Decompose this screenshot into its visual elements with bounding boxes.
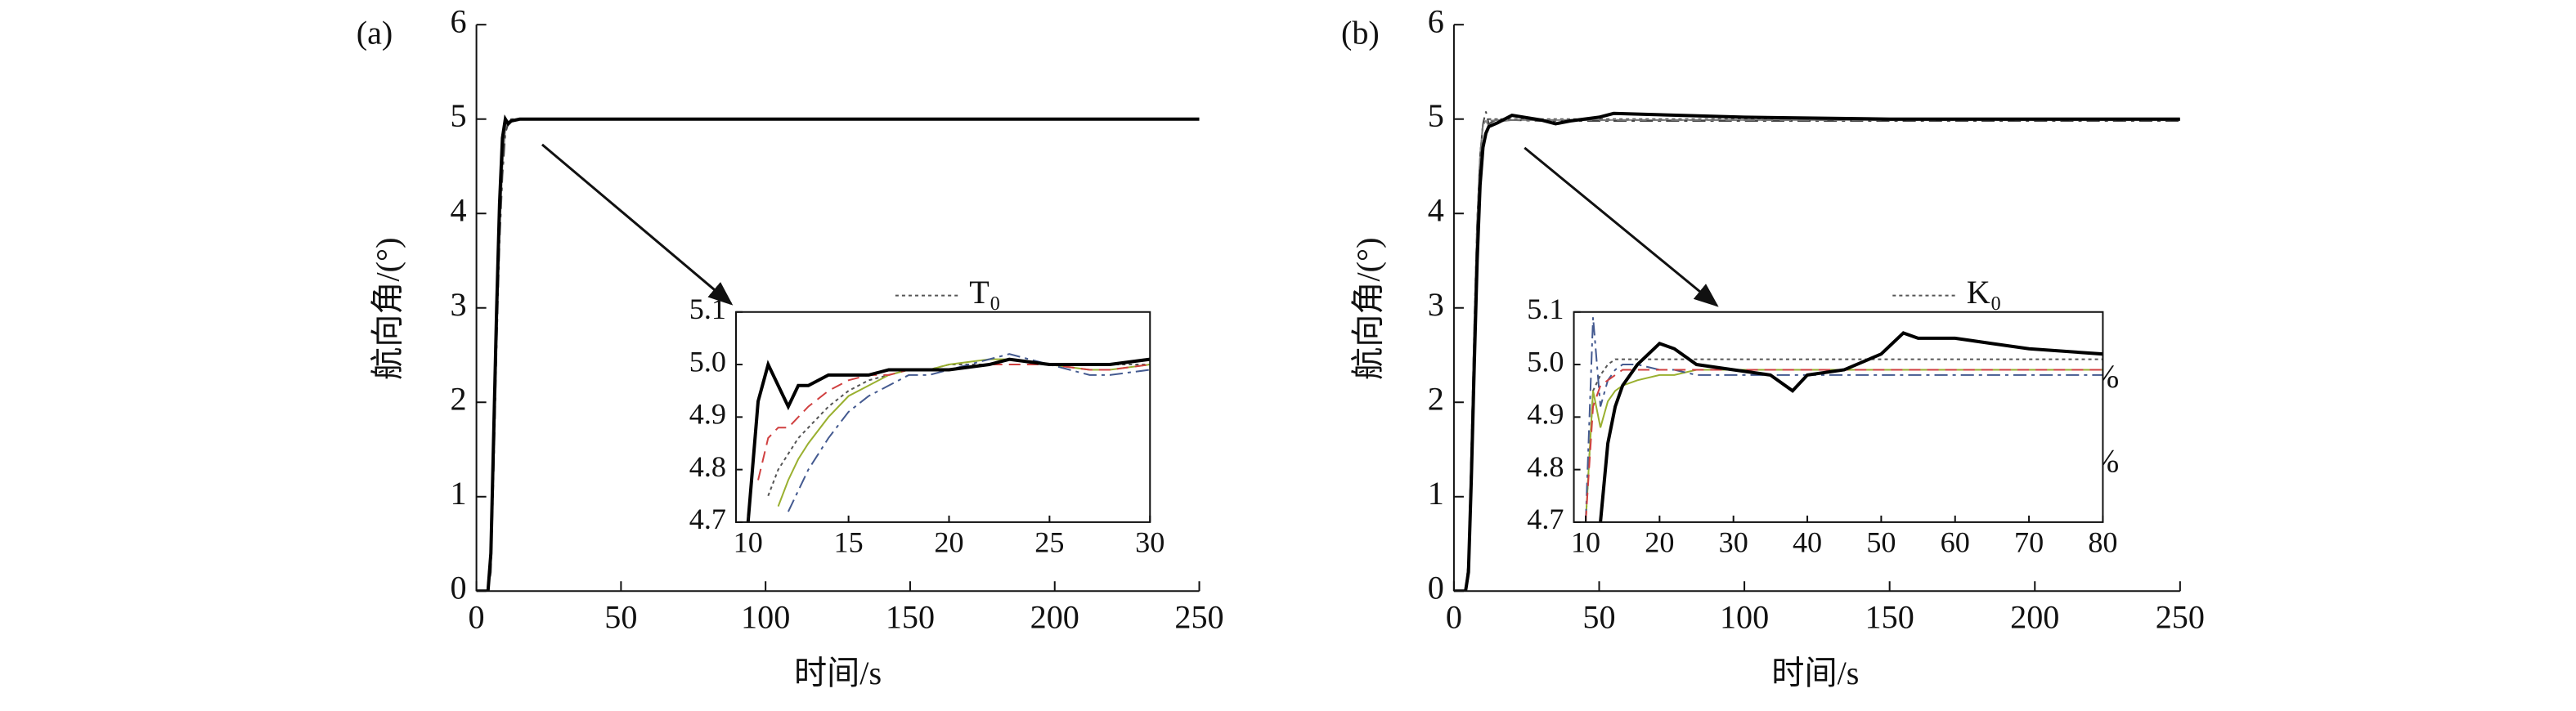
x-tick-label: 10: [1571, 525, 1600, 558]
y-axis-label: 航向角/(°): [369, 238, 406, 380]
series-line: [476, 114, 1200, 592]
series-line: [1585, 317, 2103, 522]
zoom-arrow: [1524, 146, 1719, 307]
x-tick-label: 20: [934, 525, 963, 558]
y-tick-label: 4.7: [689, 503, 726, 535]
y-tick-label: 3: [1428, 286, 1444, 323]
x-tick-label: 100: [1720, 599, 1769, 636]
y-tick-label: 1: [450, 475, 466, 512]
series-line: [1453, 111, 2180, 592]
inset: 4.7 4.8 4.9 5.0 5.1 10 20 30 40 50 60 70 80: [1527, 293, 2117, 558]
series-line: [1453, 118, 2180, 592]
y-tick-label: 5.0: [1527, 345, 1564, 378]
y-tick-label: 1: [1428, 475, 1444, 512]
y-tick-label: 5.1: [1527, 293, 1564, 325]
inset-background: [736, 311, 1151, 522]
x-tick-label: 25: [1034, 525, 1064, 558]
x-tick-label: 0: [469, 599, 485, 636]
x-tick-label: 30: [1135, 525, 1165, 558]
y-tick-label: 4.9: [689, 398, 726, 431]
y-tick-label: 4: [450, 191, 466, 228]
panel: 0123456050100150200250(b)时间/s航向角/(°)K₀误差…: [1341, 2, 2205, 691]
y-tick-label: 2: [450, 380, 466, 417]
inset: 4.7 4.8 4.9 5.0 5.1 10 15 20 25 30: [689, 293, 1165, 558]
inset-background: [1573, 311, 2103, 522]
series-line: [1585, 358, 2103, 522]
legend-label: K₀: [1967, 274, 2002, 311]
series-line: [1453, 118, 2180, 592]
y-tick-label: 4.8: [1527, 450, 1564, 483]
x-tick-label: 10: [734, 525, 763, 558]
x-tick-label: 20: [1645, 525, 1674, 558]
legend-label: T₀: [969, 274, 1001, 311]
x-tick-label: 80: [2088, 525, 2117, 558]
y-axis-label: 航向角/(°): [1350, 238, 1387, 380]
x-tick-label: 200: [2010, 599, 2059, 636]
y-tick-label: 0: [450, 570, 466, 606]
y-tick-label: 5: [450, 97, 466, 134]
y-tick-label: 4.9: [1527, 398, 1564, 431]
y-tick-label: 5.1: [689, 293, 726, 325]
y-tick-label: 5: [1428, 97, 1444, 134]
series-line: [767, 358, 1151, 497]
panel-label: (a): [357, 14, 393, 51]
series-line: [746, 357, 1151, 522]
x-axis-label: 时间/s: [1771, 655, 1859, 691]
series-line: [1599, 331, 2103, 522]
x-tick-label: 100: [741, 599, 790, 636]
x-tick-label: 60: [1941, 525, 1970, 558]
y-tick-label: 3: [450, 286, 466, 323]
y-tick-label: 4.8: [689, 450, 726, 483]
x-tick-label: 70: [2014, 525, 2044, 558]
y-tick-label: 4: [1428, 191, 1444, 228]
y-tick-label: 2: [1428, 380, 1444, 417]
x-tick-label: 150: [1865, 599, 1914, 636]
x-tick-label: 30: [1719, 525, 1748, 558]
x-tick-label: 50: [604, 599, 637, 636]
zoom-arrow: [541, 143, 734, 306]
x-tick-label: 250: [2156, 599, 2205, 636]
x-tick-label: 150: [886, 599, 935, 636]
x-tick-label: 250: [1174, 599, 1223, 636]
x-tick-label: 50: [1866, 525, 1896, 558]
y-tick-label: 4.7: [1527, 503, 1564, 535]
y-tick-label: 0: [1428, 570, 1444, 606]
y-tick-label: 6: [450, 2, 466, 39]
panel-label: (b): [1341, 14, 1380, 51]
y-tick-label: 5.0: [689, 345, 726, 378]
x-tick-label: 50: [1582, 599, 1615, 636]
x-tick-label: 40: [1793, 525, 1822, 558]
series-line: [1585, 369, 2103, 522]
x-tick-label: 0: [1446, 599, 1462, 636]
x-axis-label: 时间/s: [794, 655, 882, 691]
y-tick-label: 6: [1428, 2, 1444, 39]
series-line: [787, 353, 1151, 512]
x-tick-label: 200: [1030, 599, 1079, 636]
x-tick-label: 15: [834, 525, 864, 558]
